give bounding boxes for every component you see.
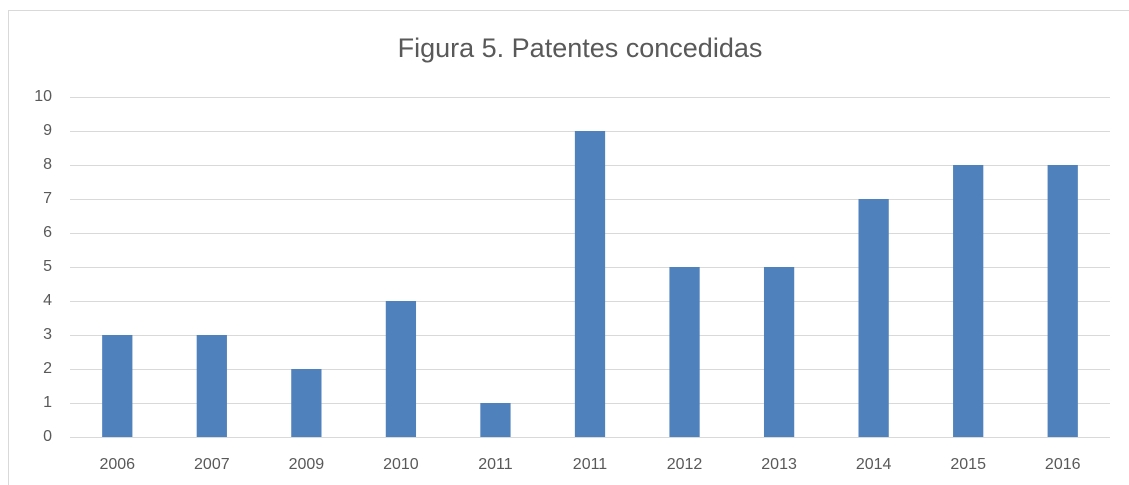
bar bbox=[763, 267, 795, 437]
x-tick-label: 2007 bbox=[194, 456, 230, 473]
y-tick-label: 3 bbox=[43, 326, 52, 343]
y-tick-label: 10 bbox=[34, 88, 52, 105]
bar bbox=[196, 335, 227, 437]
x-tick-label: 2011 bbox=[478, 456, 513, 473]
bar bbox=[1047, 165, 1078, 437]
chart-title: Figura 5. Patentes concedidas bbox=[398, 33, 763, 63]
x-tick-label: 2015 bbox=[950, 456, 986, 473]
y-tick-label: 6 bbox=[43, 224, 52, 241]
bar bbox=[574, 131, 606, 437]
bar bbox=[669, 267, 700, 437]
bar bbox=[480, 403, 511, 437]
chart-border bbox=[8, 10, 1129, 485]
y-tick-label: 4 bbox=[43, 292, 52, 309]
x-tick-label: 2013 bbox=[761, 456, 797, 473]
bar bbox=[102, 335, 133, 437]
x-tick-label: 2011 bbox=[573, 456, 608, 473]
y-tick-label: 2 bbox=[43, 360, 52, 377]
x-tick-label: 2006 bbox=[99, 456, 135, 473]
x-tick-label: 2014 bbox=[856, 456, 892, 473]
y-tick-label: 8 bbox=[43, 156, 52, 173]
y-tick-label: 5 bbox=[43, 258, 52, 275]
bar bbox=[291, 369, 322, 437]
bar bbox=[858, 199, 889, 437]
x-tick-label: 2012 bbox=[667, 456, 703, 473]
y-tick-label: 0 bbox=[43, 428, 52, 445]
bar bbox=[385, 301, 417, 437]
y-tick-label: 9 bbox=[43, 122, 52, 139]
y-tick-label: 7 bbox=[43, 190, 52, 207]
x-tick-label: 2016 bbox=[1045, 456, 1081, 473]
x-tick-label: 2009 bbox=[289, 456, 325, 473]
x-tick-label: 2010 bbox=[383, 456, 419, 473]
y-tick-label: 1 bbox=[43, 394, 52, 411]
bar bbox=[953, 165, 984, 437]
